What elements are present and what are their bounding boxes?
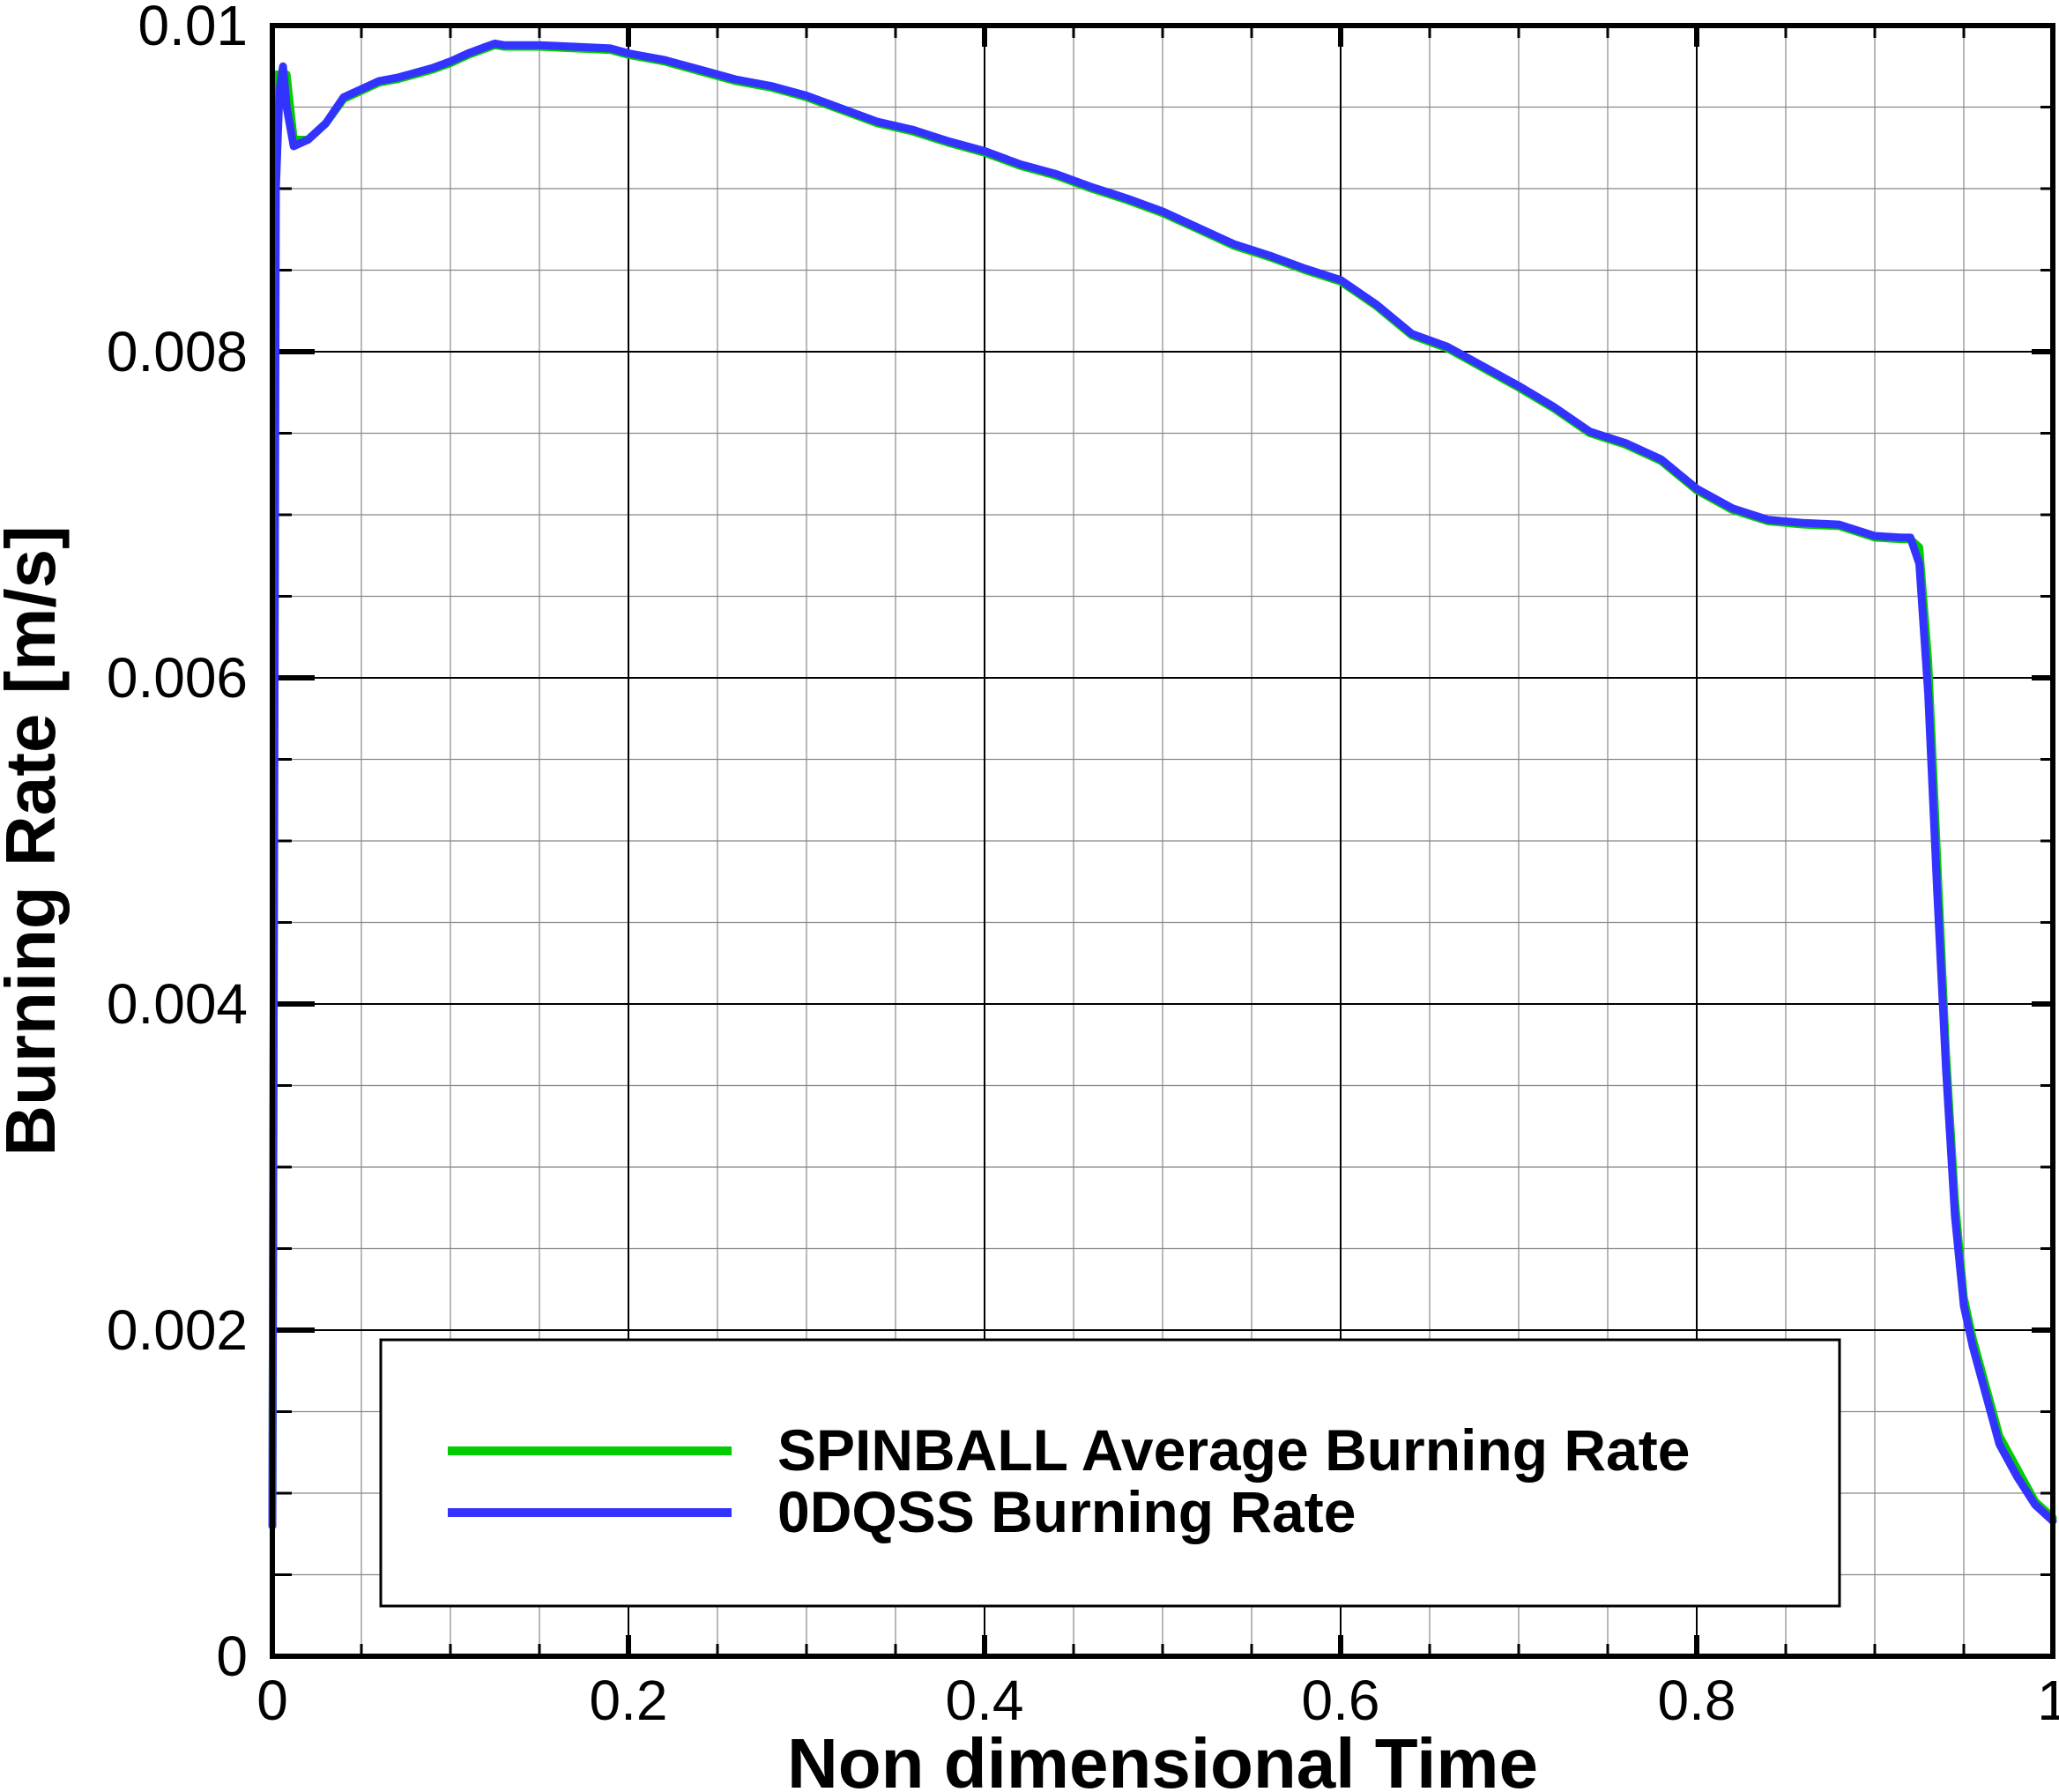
y-tick-label: 0 bbox=[216, 1625, 248, 1688]
plot-frame bbox=[270, 23, 2055, 1659]
y-tick-label: 0.002 bbox=[107, 1298, 248, 1362]
x-tick-label: 0.8 bbox=[1658, 1669, 1736, 1732]
y-tick-label: 0.006 bbox=[107, 646, 248, 710]
legend-label-0dqss: 0DQSS Burning Rate bbox=[777, 1479, 1356, 1544]
y-tick-label: 0.008 bbox=[107, 320, 248, 383]
x-tick-label: 1 bbox=[2037, 1669, 2059, 1732]
legend-box bbox=[379, 1338, 1841, 1608]
legend: SPINBALL Average Burning Rate 0DQSS Burn… bbox=[379, 1338, 1841, 1608]
x-tick-label: 0.4 bbox=[946, 1669, 1024, 1732]
x-tick-label: 0 bbox=[256, 1669, 288, 1732]
x-axis-title: Non dimensional Time bbox=[787, 1724, 1538, 1792]
x-tick-label: 0.6 bbox=[1302, 1669, 1380, 1732]
legend-label-spinball: SPINBALL Average Burning Rate bbox=[777, 1417, 1690, 1483]
y-axis-title: Burning Rate [m/s] bbox=[0, 525, 70, 1156]
series-line-0dqss bbox=[268, 39, 2057, 1530]
x-tick-label: 0.2 bbox=[590, 1669, 668, 1732]
y-tick-label: 0.004 bbox=[107, 972, 248, 1036]
tick-labels: 0 0.2 0.4 0.6 0.8 1 0 0.002 0.004 0.006 0.008 0.01 bbox=[107, 0, 2059, 1732]
y-tick-label: 0.01 bbox=[138, 0, 248, 57]
